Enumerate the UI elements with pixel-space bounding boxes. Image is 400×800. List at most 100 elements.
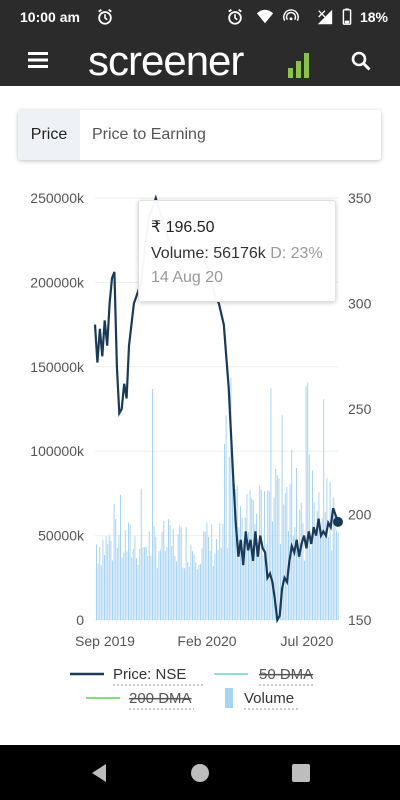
wifi-icon — [256, 9, 274, 24]
volume-bar — [188, 566, 190, 620]
volume-bar — [300, 502, 302, 620]
legend-200dma[interactable]: 200 DMA — [86, 690, 194, 710]
chart-type-tabs: Price Price to Earning — [18, 110, 381, 160]
legend-50dma[interactable]: 50 DMA — [214, 666, 314, 686]
volume-bar — [179, 525, 181, 620]
volume-bar — [259, 485, 261, 620]
volume-bar — [115, 518, 117, 620]
volume-bar — [225, 415, 227, 620]
volume-bar — [185, 527, 187, 620]
volume-bar — [129, 524, 131, 620]
volume-bar — [102, 539, 104, 620]
volume-bar — [216, 539, 217, 620]
back-icon[interactable] — [88, 762, 110, 784]
volume-bar — [96, 544, 97, 620]
volume-bar — [267, 490, 269, 620]
hover-point — [333, 516, 343, 527]
volume-bar — [310, 548, 312, 620]
volume-bar — [118, 535, 120, 620]
volume-bar — [257, 547, 259, 620]
volume-bar — [155, 536, 157, 620]
volume-bar — [265, 544, 267, 620]
legend-price-label: Price: NSE — [113, 666, 186, 683]
volume-bar — [200, 563, 201, 620]
volume-bar — [203, 531, 205, 620]
volume-bar — [227, 548, 229, 620]
volume-bar — [246, 494, 248, 620]
volume-bar — [320, 534, 321, 620]
volume-bar — [275, 469, 277, 620]
volume-bar — [228, 456, 230, 620]
legend-volume-swatch — [225, 688, 233, 708]
volume-bar — [105, 536, 107, 620]
volume-bar — [124, 530, 126, 620]
volume-bar — [241, 518, 243, 620]
volume-bar — [139, 548, 141, 620]
tab-price[interactable]: Price — [18, 110, 80, 160]
legend-volume-label: Volume — [244, 690, 294, 707]
recents-icon[interactable] — [290, 762, 312, 784]
search-icon[interactable] — [351, 51, 371, 71]
home-icon[interactable] — [189, 762, 211, 784]
menu-icon[interactable] — [28, 51, 48, 69]
legend-volume[interactable]: Volume — [225, 688, 298, 710]
volume-bar — [334, 508, 336, 620]
volume-bar — [166, 547, 168, 620]
volume-bar — [211, 524, 213, 620]
volume-bar — [193, 554, 195, 620]
volume-bar — [316, 511, 318, 620]
volume-bar — [254, 524, 256, 620]
price-line — [93, 194, 340, 624]
volume-bar — [278, 478, 280, 620]
right-axis-ticks: 350 300 250 200 150 — [348, 190, 372, 628]
volume-bar — [262, 555, 264, 620]
volume-bar — [318, 491, 320, 620]
volume-bar — [249, 490, 251, 620]
volume-bar — [224, 444, 225, 620]
tooltip-volume: Volume: 56176k — [151, 245, 266, 262]
tooltip-date: 14 Aug 20 — [151, 269, 224, 286]
legend-50dma-label: 50 DMA — [259, 666, 313, 683]
volume-bar — [220, 548, 222, 620]
volume-bar — [270, 388, 272, 620]
app-bar: screener — [0, 34, 400, 86]
volume-bar — [150, 555, 152, 620]
volume-bar — [132, 549, 134, 620]
volume-bar — [326, 477, 328, 620]
signal-icon — [317, 9, 333, 25]
legend-200dma-label: 200 DMA — [129, 690, 192, 707]
tooltip-volume-row: Volume: 56176k D: 23% — [151, 245, 323, 263]
volume-bar — [163, 520, 165, 620]
volume-bar — [273, 497, 275, 620]
volume-bar — [158, 551, 160, 620]
legend-price[interactable]: Price: NSE — [70, 666, 204, 686]
volume-bar — [284, 493, 286, 620]
volume-bar — [134, 536, 136, 620]
volume-bar — [324, 512, 326, 620]
volume-bar — [153, 525, 155, 620]
volume-bar — [161, 532, 163, 620]
tab-price-to-earning[interactable]: Price to Earning — [92, 126, 206, 143]
volume-bar — [304, 560, 305, 620]
volume-bar — [337, 532, 339, 620]
volume-bar — [116, 548, 118, 620]
volume-bar — [268, 491, 270, 620]
volume-bar — [256, 513, 257, 620]
system-nav-bar — [0, 745, 400, 800]
volume-bar — [110, 541, 112, 620]
volume-bar — [120, 494, 121, 620]
volume-bar — [177, 534, 179, 620]
volume-bar — [172, 529, 174, 620]
volume-bar — [248, 531, 249, 620]
volume-bar — [156, 568, 158, 620]
volume-bar — [195, 562, 197, 620]
volume-bar — [108, 535, 110, 620]
volume-bar — [307, 382, 309, 620]
volume-bar — [123, 552, 125, 620]
alarm-icon — [98, 9, 112, 25]
volume-bar — [104, 555, 105, 620]
volume-bar — [272, 521, 273, 620]
volume-bar — [164, 551, 166, 620]
volume-bar — [169, 525, 171, 620]
